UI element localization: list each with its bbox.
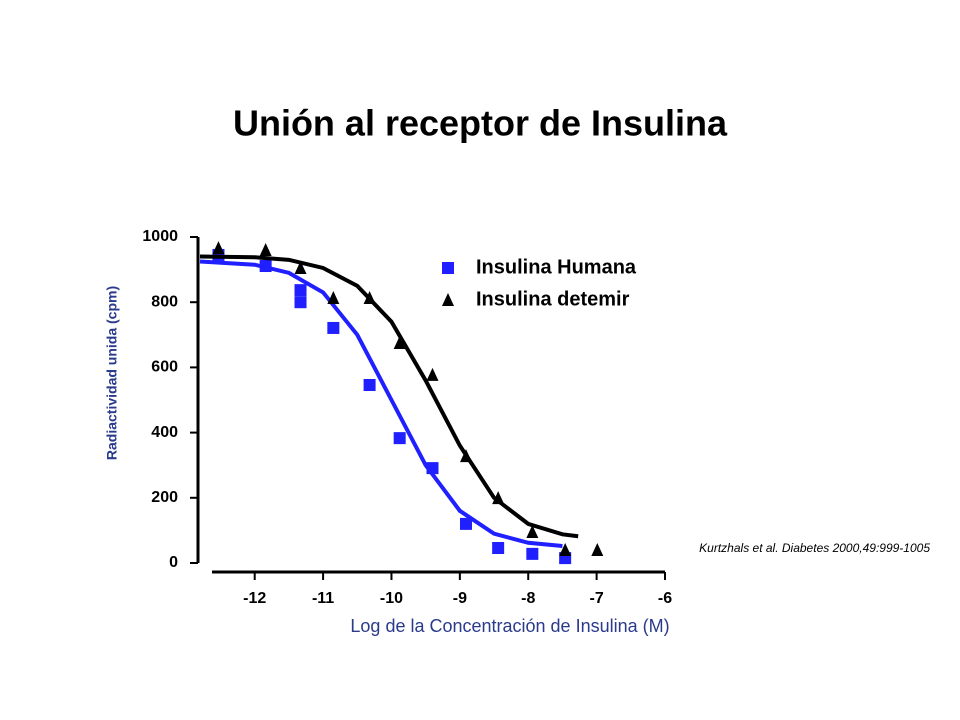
fit-curve (199, 259, 563, 549)
data-point (327, 290, 340, 304)
data-point (294, 284, 307, 297)
legend-label: Insulina Humana (476, 256, 637, 278)
y-tick-label: 400 (151, 424, 178, 441)
x-tick-label: -11 (312, 590, 334, 607)
data-point (294, 296, 307, 309)
annotation: Kurtzhals et al. Diabetes 2000,49:999-10… (699, 541, 930, 555)
y-tick-label: 800 (151, 293, 178, 310)
x-tick-label: -6 (658, 590, 672, 607)
data-point (426, 462, 439, 475)
data-point (526, 525, 539, 539)
x-tick-label: -7 (590, 590, 604, 607)
data-point (492, 542, 505, 555)
data-point (393, 432, 406, 445)
data-point (559, 542, 572, 556)
x-tick-label: -8 (521, 590, 535, 607)
data-point (393, 335, 406, 349)
legend-marker (442, 262, 454, 274)
y-tick-label: 1000 (142, 228, 178, 245)
y-tick-label: 0 (169, 554, 178, 571)
data-point (212, 241, 225, 255)
y-tick-label: 600 (151, 359, 178, 376)
data-point (363, 290, 376, 304)
data-point (259, 260, 272, 273)
data-point (294, 260, 307, 274)
data-point (426, 367, 439, 381)
data-point (259, 243, 272, 257)
data-point (460, 449, 473, 463)
data-point (327, 321, 340, 334)
x-tick-label: -12 (243, 590, 266, 607)
x-tick-label: -9 (453, 590, 467, 607)
legend-marker (442, 293, 454, 306)
data-point (492, 491, 505, 505)
legend-label: Insulina detemir (476, 288, 630, 310)
y-axis-label: Radiactividad unida (cpm) (104, 286, 120, 460)
fit-curve (199, 254, 579, 539)
data-point (460, 517, 473, 530)
y-tick-label: 200 (151, 489, 178, 506)
x-tick-label: -10 (380, 590, 403, 607)
x-axis-label: Log de la Concentración de Insulina (M) (350, 616, 669, 636)
data-point (363, 379, 376, 392)
chart-title: Unión al receptor de Insulina (233, 103, 728, 144)
data-point (526, 547, 539, 560)
data-point (591, 542, 604, 556)
